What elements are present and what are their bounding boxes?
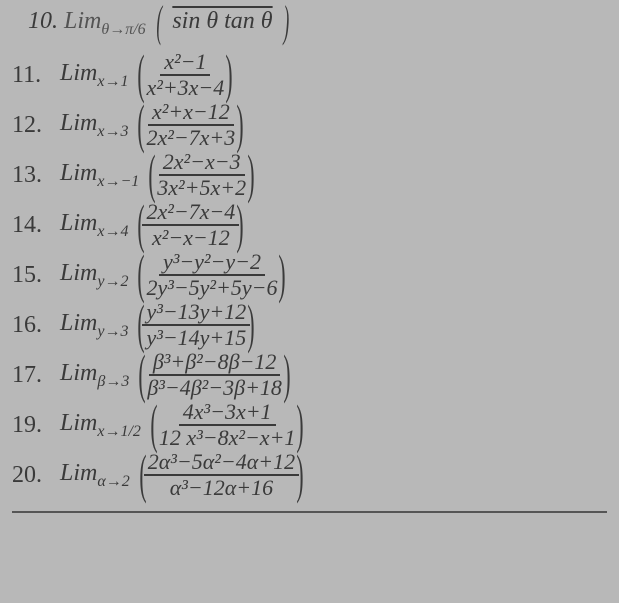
limit-subscript: x→1/2 [97,422,141,439]
problem-number: 11. [12,63,60,87]
problem-row: 20.Limα→2(2α³−5α²−4α+12α³−12α+16) [12,451,607,499]
problem-row: 15.Limy→2(y³−y²−y−22y³−5y²+5y−6) [12,251,607,299]
numerator: y³−y²−y−2 [159,251,265,276]
denominator: 12 x³−8x²−x+1 [155,426,300,449]
divider-line [12,511,607,513]
left-paren: ( [139,353,146,396]
limit-expression: Limβ→3 [60,361,129,390]
right-paren: ) [226,53,233,96]
limit-expression: Limx→1/2 [60,411,141,440]
problem-number: 17. [12,363,60,387]
fraction: y³−y²−y−22y³−5y²+5y−6 [142,251,281,299]
fraction: 2x²−x−33x²+5x+2 [153,151,250,199]
limit-subscript: β→3 [97,372,129,389]
right-paren: ) [297,403,304,446]
right-paren: ) [237,203,244,246]
problem-number: 14. [12,213,60,237]
fraction: 4x³−3x+112 x³−8x²−x+1 [155,401,300,449]
limit-subscript: y→2 [97,272,128,289]
limit-subscript: x→−1 [97,172,139,189]
limit-subscript: α→2 [97,472,129,489]
problem-number: 16. [12,313,60,337]
limit-subscript: x→1 [97,72,128,89]
numerator: 2x²−7x−4 [142,201,239,226]
right-paren: ) [237,103,244,146]
fraction: β³+β²−8β−12β³−4β²−3β+18 [143,351,286,399]
left-paren: ( [138,303,145,346]
limit-subscript: x→4 [97,222,128,239]
left-paren: ( [138,253,145,296]
problem-row: 14.Limx→4(2x²−7x−4x²−x−12) [12,201,607,249]
left-paren: ( [139,453,146,496]
limit-expression: Limx→3 [60,111,128,140]
truncated-number: 10. [28,8,58,34]
right-paren: ) [279,253,286,296]
fraction-group: (x²−1x²+3x−4) [132,51,238,99]
left-paren: ( [150,403,157,446]
problem-row: 19.Limx→1/2(4x³−3x+112 x³−8x²−x+1) [12,401,607,449]
denominator: x²−x−12 [148,226,234,249]
truncated-denominator: sin θ tan θ [172,8,272,34]
problem-number: 12. [12,113,60,137]
fraction: 2α³−5α²−4α+12α³−12α+16 [144,451,299,499]
limit-expression: Limx→1 [60,61,128,90]
limit-expression: Limα→2 [60,461,130,490]
fraction-group: (2α³−5α²−4α+12α³−12α+16) [134,451,309,499]
numerator: 2α³−5α²−4α+12 [144,451,299,476]
fraction: x²−1x²+3x−4 [142,51,228,99]
problem-number: 19. [12,413,60,437]
problem-row: 16.Limy→3(y³−13y+12y³−14y+15) [12,301,607,349]
left-paren: ( [138,203,145,246]
math-problems-page: 10. Limθ→π/6 ( sin θ tan θ ) 11.Limx→1(x… [0,0,619,521]
problem-number: 20. [12,463,60,487]
fraction: 2x²−7x−4x²−x−12 [142,201,239,249]
right-paren: ) [297,453,304,496]
fraction-group: (2x²−7x−4x²−x−12) [132,201,249,249]
numerator: x²+x−12 [148,101,234,126]
problem-row: 11.Limx→1(x²−1x²+3x−4) [12,51,607,99]
left-paren: ( [138,103,145,146]
problem-row: 17.Limβ→3(β³+β²−8β−12β³−4β²−3β+18) [12,351,607,399]
fraction-group: (y³−y²−y−22y³−5y²+5y−6) [132,251,291,299]
numerator: β³+β²−8β−12 [149,351,281,376]
denominator: 2y³−5y²+5y−6 [142,276,281,299]
denominator: y³−14y+15 [142,326,250,349]
fraction-group: (β³+β²−8β−12β³−4β²−3β+18) [133,351,296,399]
right-paren: ) [247,153,254,196]
fraction-group: (x²+x−122x²−7x+3) [132,101,249,149]
fraction: x²+x−122x²−7x+3 [142,101,239,149]
limit-expression: Limx→4 [60,211,128,240]
denominator: α³−12α+16 [166,476,277,499]
limit-subscript: y→3 [97,322,128,339]
limit-subscript: x→3 [97,122,128,139]
limit-expression: Limx→−1 [60,161,139,190]
truncated-problem-10: 10. Limθ→π/6 ( sin θ tan θ ) [12,0,607,47]
denominator: β³−4β²−3β+18 [143,376,286,399]
right-paren: ) [283,353,290,396]
denominator: x²+3x−4 [142,76,228,99]
fraction-group: (4x³−3x+112 x³−8x²−x+1) [145,401,310,449]
denominator: 2x²−7x+3 [142,126,239,149]
problem-row: 12.Limx→3(x²+x−122x²−7x+3) [12,101,607,149]
problem-row: 13.Limx→−1(2x²−x−33x²+5x+2) [12,151,607,199]
limit-expression: Limy→3 [60,311,128,340]
limit-expression: Limy→2 [60,261,128,290]
right-paren: ) [248,303,255,346]
fraction: y³−13y+12y³−14y+15 [142,301,250,349]
numerator: 4x³−3x+1 [179,401,276,426]
fraction-group: (2x²−x−33x²+5x+2) [143,151,260,199]
numerator: y³−13y+12 [142,301,250,326]
numerator: 2x²−x−3 [159,151,245,176]
left-paren: ( [149,153,156,196]
problem-number: 15. [12,263,60,287]
left-paren: ( [138,53,145,96]
fraction-group: (y³−13y+12y³−14y+15) [132,301,260,349]
problem-number: 13. [12,163,60,187]
numerator: x²−1 [160,51,210,76]
